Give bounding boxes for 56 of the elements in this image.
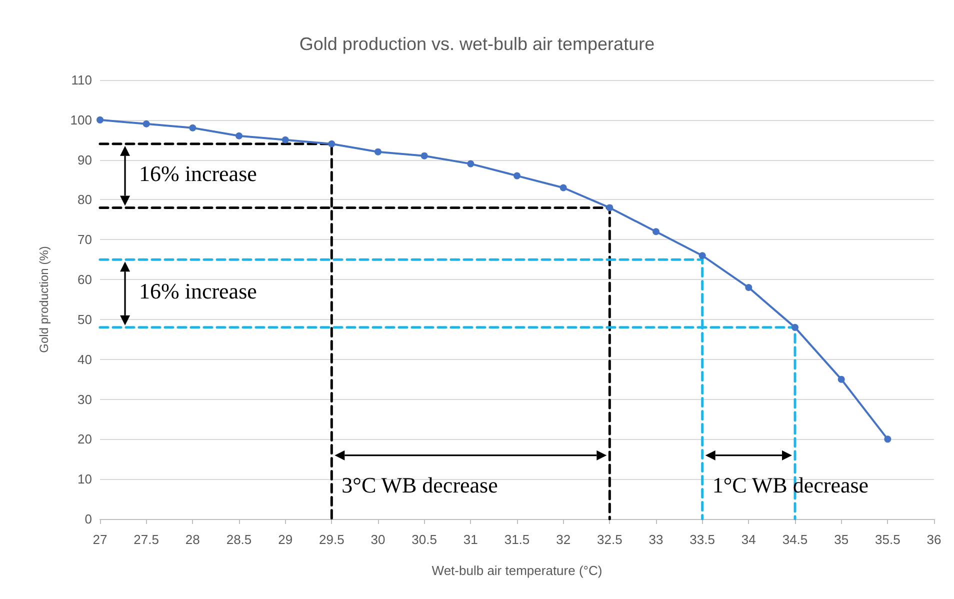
point [606, 204, 614, 212]
x-tick-label: 31.5 [504, 532, 530, 547]
y-tick-label: 100 [70, 112, 92, 128]
x-tick-label: 28 [185, 532, 200, 547]
point [560, 184, 567, 192]
point [328, 140, 336, 148]
x-tick-label: 27 [92, 532, 108, 547]
y-tick-label: 20 [78, 432, 92, 447]
x-tick-label: 28.5 [226, 532, 252, 547]
point [652, 228, 660, 236]
x-tick-label: 34.5 [782, 532, 808, 547]
y-tick-label: 50 [78, 312, 92, 327]
x-tick-label: 31 [463, 532, 478, 547]
y-tick-label: 30 [78, 392, 92, 407]
annotation: 16% increase [139, 278, 257, 304]
point [838, 376, 845, 383]
point [698, 252, 706, 260]
x-tick-label: 35 [834, 532, 849, 547]
x-tick-label: 33.5 [690, 532, 715, 547]
point [189, 124, 196, 132]
y-tick-label: 40 [78, 352, 92, 367]
chart-title: Gold production vs. wet-bulb air temperature [299, 34, 655, 54]
point [514, 172, 520, 180]
y-axis-title: Gold production (%) [37, 246, 51, 353]
y-tick-label: 60 [78, 272, 92, 288]
point [142, 120, 150, 128]
point [884, 436, 892, 443]
x-tick-label: 34 [741, 532, 756, 547]
point [420, 152, 428, 160]
y-tick-label: 70 [78, 232, 92, 248]
point [236, 132, 242, 140]
point [374, 148, 382, 156]
y-tick-label: 10 [78, 472, 92, 487]
y-tick-label: 110 [71, 72, 92, 88]
x-tick-label: 35.5 [875, 532, 900, 547]
annotation: 3°C WB decrease [342, 472, 498, 498]
y-tick-label: 0 [84, 512, 92, 526]
point [745, 284, 752, 292]
x-tick-label: 29.5 [319, 532, 344, 547]
x-tick-label: 30 [370, 532, 386, 547]
x-tick-label: 29 [278, 532, 293, 547]
x-tick-label: 30.5 [412, 532, 437, 547]
x-tick-label: 36 [926, 532, 942, 547]
annotation: 16% increase [139, 160, 257, 186]
x-tick-label: 27.5 [134, 532, 159, 547]
point [792, 324, 798, 331]
y-tick-label: 80 [78, 192, 92, 208]
annotation: 1°C WB decrease [712, 472, 869, 498]
x-tick-label: 33 [648, 532, 664, 547]
point [467, 160, 474, 168]
y-tick-label: 90 [78, 152, 92, 168]
x-tick-label: 32 [556, 532, 571, 547]
point [96, 116, 104, 124]
x-axis-title: Wet-bulb air temperature (°C) [432, 563, 602, 578]
point [282, 136, 289, 144]
x-tick-label: 32.5 [597, 532, 622, 547]
